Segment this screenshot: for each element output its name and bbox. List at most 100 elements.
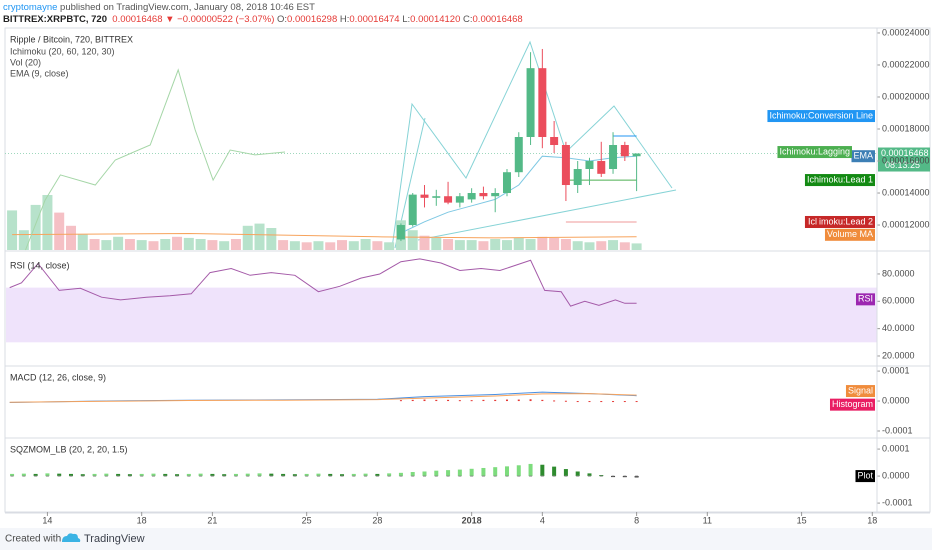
volume-bar	[278, 240, 289, 250]
tag-box	[804, 215, 875, 228]
momentum-bar	[340, 474, 345, 477]
y-tick-label: 0.00024000	[882, 27, 930, 37]
volume-bar	[584, 242, 595, 250]
volume-bar	[372, 241, 383, 250]
change: −0.00000522 (−3.07%)	[177, 14, 275, 25]
x-tick-label: 18	[137, 515, 147, 525]
candle-body	[561, 145, 570, 186]
momentum-bar	[481, 467, 486, 477]
y-tick-label: -0.0001	[882, 497, 913, 507]
pane-title: Ripple / Bitcoin, 720, BITTREX	[10, 34, 133, 44]
volume-bar	[148, 241, 159, 250]
momentum-bar	[80, 474, 85, 477]
column	[517, 399, 520, 402]
momentum-bar	[163, 473, 168, 477]
momentum-bar	[175, 474, 180, 477]
quote-line: BITTREX:XRPBTC, 720 0.00016468 ▼ −0.0000…	[3, 14, 523, 26]
momentum-bar	[186, 473, 191, 477]
tag-box	[804, 174, 875, 187]
footer-created: Created with	[5, 534, 61, 545]
logo-cloud	[62, 533, 81, 542]
tag: Plot	[855, 470, 875, 483]
volume-bar	[160, 239, 171, 250]
y-tick-label: 0.00020000	[882, 91, 930, 101]
tv-logo	[62, 533, 81, 542]
arrow: ▼	[165, 14, 175, 25]
momentum-bar	[375, 473, 380, 477]
momentum-bar	[575, 471, 580, 477]
column	[494, 399, 497, 402]
volume-bar	[136, 240, 147, 250]
momentum-bar	[198, 473, 203, 477]
candle-body	[585, 161, 594, 170]
x-tick-label: 21	[207, 515, 217, 525]
volume-bar	[113, 236, 124, 250]
tag-box	[855, 293, 875, 306]
tag-box	[824, 228, 875, 241]
line	[12, 232, 637, 239]
volume-bar	[360, 239, 371, 250]
column	[576, 401, 579, 403]
indicator-legend: Vol (20)	[10, 57, 41, 67]
volume-bar	[490, 239, 501, 250]
x-tick-label: 11	[703, 515, 712, 525]
momentum-bar	[127, 474, 132, 477]
publish-line: cryptomayne published on TradingView.com…	[3, 2, 523, 14]
volume-bar	[443, 239, 454, 250]
volume-bar	[89, 239, 100, 250]
x-tick-label: 8	[634, 515, 639, 525]
candle-body	[420, 194, 429, 198]
volume-bar	[7, 210, 18, 250]
column	[600, 401, 603, 403]
volume-bar	[384, 242, 395, 250]
volume-bar	[207, 240, 218, 250]
momentum-bar	[540, 464, 545, 477]
momentum-bar	[45, 473, 50, 477]
volume-bar	[313, 241, 324, 250]
candle-body	[526, 68, 535, 137]
candle-body	[550, 136, 559, 146]
pane-title: SQZMOM_LB (20, 2, 20, 1.5)	[10, 444, 128, 454]
momentum-bar	[57, 473, 62, 477]
momentum-bar	[222, 474, 227, 477]
volume-bar	[619, 242, 630, 250]
column	[541, 399, 544, 402]
momentum-bar	[233, 473, 238, 477]
ohlc-key: O:	[277, 14, 288, 25]
pane-title: RSI (14, close)	[10, 260, 70, 270]
tag-label: Histogram	[832, 399, 873, 409]
momentum-bar	[351, 473, 356, 477]
momentum-bar	[622, 476, 627, 478]
tag: Ichimoku:Lagging	[777, 146, 852, 159]
y-tick-label: 20.0000	[882, 350, 915, 360]
momentum-bar	[151, 473, 156, 477]
tag: Histogram	[829, 398, 875, 411]
momentum-bar	[21, 473, 26, 477]
line	[25, 68, 286, 251]
line	[9, 258, 637, 307]
momentum-bar	[634, 476, 639, 478]
volume-bar	[266, 228, 277, 250]
tag-label: Ichimoku:Lead 2	[807, 216, 873, 226]
momentum-bar	[457, 469, 462, 477]
indicator-legend: EMA (9, close)	[10, 68, 69, 78]
tag-box	[855, 470, 875, 483]
volume-bar	[549, 237, 560, 250]
tag: RSI	[855, 293, 875, 306]
tag-box	[767, 110, 875, 123]
volume-bar	[101, 240, 112, 250]
indicator-legend: Ichimoku (20, 60, 120, 30)	[10, 46, 115, 56]
x-tick-label: 4	[540, 515, 545, 525]
candle-body	[491, 193, 500, 197]
author[interactable]: cryptomayne	[3, 2, 58, 13]
volume-bar	[419, 235, 430, 250]
momentum-bar	[10, 473, 15, 477]
footer-brand[interactable]: TradingView	[84, 533, 145, 545]
momentum-bar	[552, 466, 557, 477]
candle-body	[514, 136, 523, 173]
volume-bar	[30, 204, 41, 250]
column	[482, 399, 485, 402]
column	[470, 400, 473, 402]
volume-bar	[219, 241, 230, 250]
